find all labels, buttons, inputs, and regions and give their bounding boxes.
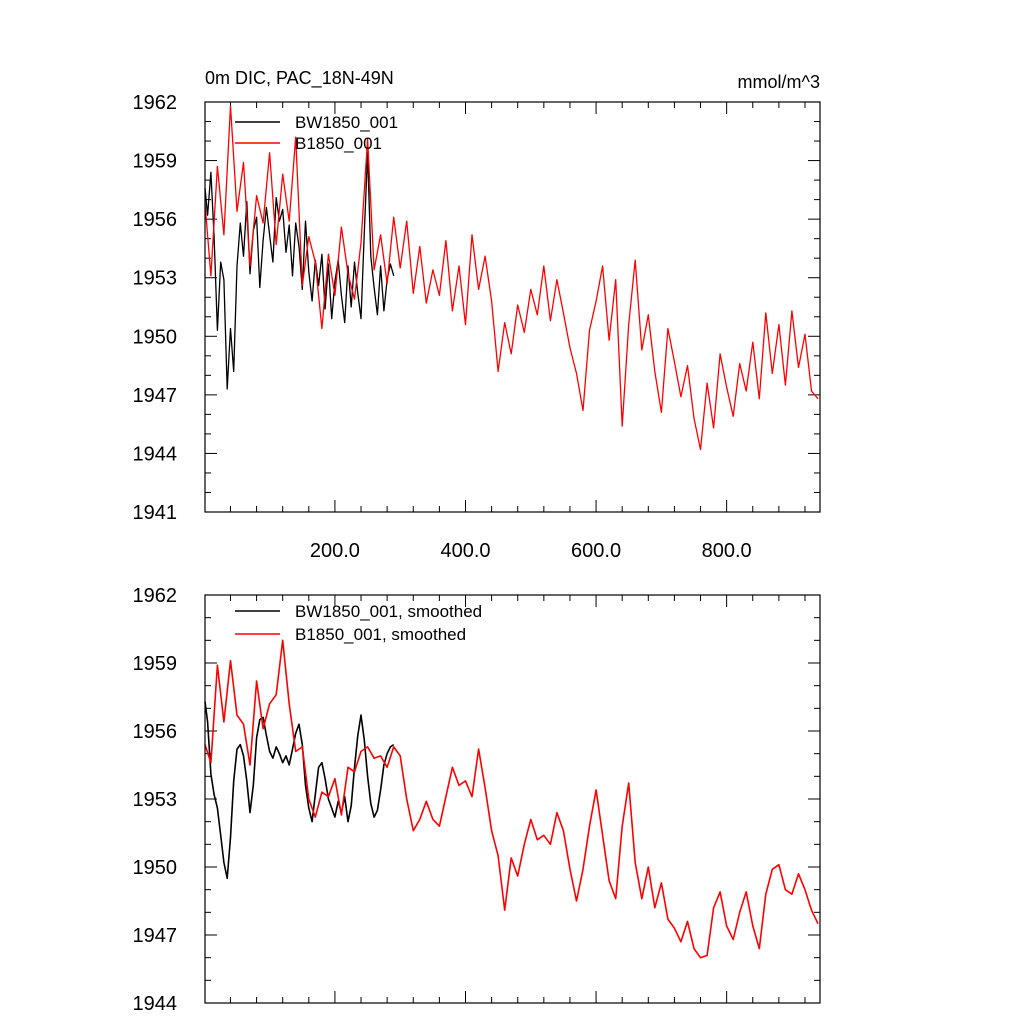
top-panel-series <box>204 105 819 451</box>
x-tick-label: 800.0 <box>702 540 752 562</box>
y-tick-label: 1944 <box>133 443 178 465</box>
top-series-b1850-line <box>204 105 819 451</box>
bottom-panel-frame <box>204 594 821 1004</box>
y-tick-label: 1956 <box>133 209 178 231</box>
x-tick-label: 400.0 <box>440 540 490 562</box>
bottom-panel: 1944 1947 1950 1953 1956 1959 1962 BW1850_001,… <box>133 585 821 1015</box>
y-tick-label: 1956 <box>133 721 178 743</box>
top-panel-frame <box>204 101 821 513</box>
y-tick-label: 1953 <box>133 789 178 811</box>
legend-label-b1850: B1850_001 <box>295 134 382 153</box>
top-panel-legend: BW1850_001 B1850_001 <box>235 113 398 153</box>
y-tick-label: 1953 <box>133 268 178 290</box>
x-tick-label: 600.0 <box>571 540 621 562</box>
y-tick-label: 1941 <box>133 502 178 524</box>
y-tick-label: 1962 <box>133 92 178 114</box>
legend-label-bw1850-smoothed: BW1850_001, smoothed <box>295 602 482 621</box>
legend-label-b1850-smoothed: B1850_001, smoothed <box>295 625 466 644</box>
top-panel-ticks: 1941 1944 1947 1950 1953 1956 1959 1962 200.0 400… <box>133 92 820 562</box>
y-tick-label: 1947 <box>133 385 178 407</box>
legend-label-bw1850: BW1850_001 <box>295 113 398 132</box>
y-tick-label: 1950 <box>133 857 178 879</box>
y-tick-label: 1947 <box>133 925 178 947</box>
bottom-series-bw1850-line <box>204 701 395 880</box>
x-tick-label: 200.0 <box>310 540 360 562</box>
y-tick-label: 1944 <box>133 993 178 1015</box>
y-tick-label: 1959 <box>133 151 178 173</box>
bottom-panel-series <box>204 639 819 959</box>
top-panel-title: 0m DIC, PAC_18N-49N <box>205 68 394 89</box>
y-tick-label: 1962 <box>133 585 178 607</box>
y-tick-label: 1959 <box>133 653 178 675</box>
bottom-series-b1850-line <box>204 639 819 959</box>
top-panel-units: mmol/m^3 <box>738 72 820 92</box>
top-series-bw1850-line <box>204 152 395 390</box>
y-tick-label: 1950 <box>133 326 178 348</box>
bottom-panel-legend: BW1850_001, smoothed B1850_001, smoothed <box>235 602 482 644</box>
top-panel: 0m DIC, PAC_18N-49N mmol/m^3 19411944194… <box>133 68 821 562</box>
